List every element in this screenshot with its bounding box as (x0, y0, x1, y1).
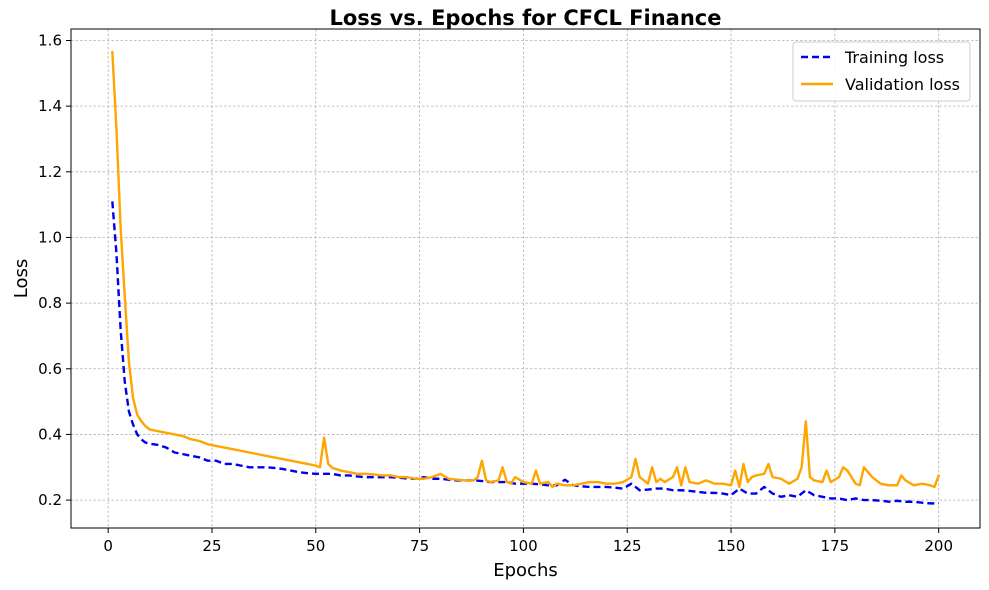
y-tick-label: 1.0 (38, 228, 62, 246)
y-tick-label: 0.2 (38, 491, 62, 509)
legend-box (792, 41, 971, 102)
axis-ticks: 0 25 50 75 100 125 150 175 200 0.2 0.4 0.6 0.8 1.0 1.2… (38, 31, 953, 555)
y-tick-label: 0.8 (38, 294, 62, 312)
x-tick-label: 0 (103, 537, 113, 555)
series-lines (111, 50, 940, 505)
plot-area-frame (70, 28, 981, 529)
legend-label-training: Training loss (844, 48, 944, 67)
x-tick-label: 75 (410, 537, 429, 555)
y-tick-label: 1.4 (38, 97, 62, 115)
x-tick-label: 150 (717, 537, 746, 555)
y-tick-label: 1.6 (38, 31, 62, 49)
x-tick-label: 100 (509, 537, 538, 555)
y-tick-label: 0.6 (38, 360, 62, 378)
x-tick-label: 200 (924, 537, 953, 555)
x-axis-label: Epochs (493, 560, 558, 581)
x-tick-label: 25 (202, 537, 221, 555)
grid (71, 29, 980, 528)
x-tick-label: 50 (306, 537, 325, 555)
training-loss-line (111, 201, 939, 505)
legend-label-validation: Validation loss (845, 75, 960, 94)
x-tick-label: 175 (821, 537, 850, 555)
y-tick-label: 0.4 (38, 425, 62, 443)
x-tick-label: 125 (613, 537, 642, 555)
y-axis-label: Loss (11, 259, 32, 298)
validation-loss-line (111, 50, 940, 489)
legend: Training loss Validation loss (792, 41, 971, 102)
chart-title: Loss vs. Epochs for CFCL Finance (329, 6, 721, 30)
y-tick-label: 1.2 (38, 163, 62, 181)
